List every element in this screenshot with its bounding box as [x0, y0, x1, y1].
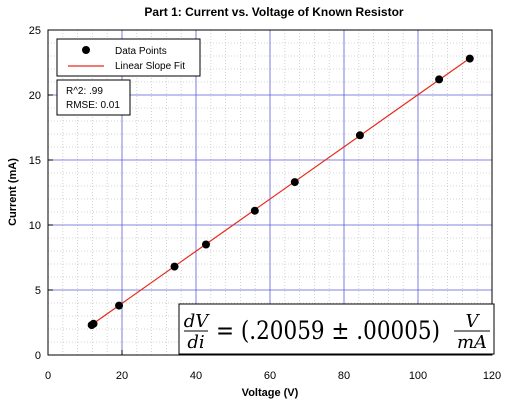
- data-point: [466, 55, 474, 63]
- data-point: [202, 241, 210, 249]
- fit-line-layer: [92, 58, 470, 325]
- data-point: [435, 75, 443, 83]
- data-point: [356, 131, 364, 139]
- legend-marker-data-points: [82, 46, 90, 54]
- y-tick-label: 15: [29, 155, 41, 167]
- formula-slope-value: = (.20059 ± .00005): [216, 316, 440, 345]
- y-axis-label: Current (mA): [7, 158, 19, 226]
- x-tick-label: 20: [116, 370, 128, 382]
- formula-lhs-denominator: di: [187, 332, 204, 353]
- r-squared-text: R^2: .99: [66, 86, 103, 97]
- slope-formula: dV di = (.20059 ± .00005) V mA: [179, 304, 494, 354]
- x-tick-label: 80: [338, 370, 350, 382]
- legend-label-fit-line: Linear Slope Fit: [115, 61, 185, 72]
- x-tick-label: 100: [409, 370, 427, 382]
- formula-lhs-numerator: dV: [184, 311, 211, 332]
- data-point: [251, 207, 259, 215]
- data-point: [115, 302, 123, 310]
- y-tick-label: 20: [29, 90, 41, 102]
- data-point: [291, 178, 299, 186]
- legend-label-data-points: Data Points: [115, 46, 167, 57]
- fit-line: [92, 58, 470, 325]
- legend: Data Points Linear Slope Fit: [57, 39, 200, 76]
- formula-rhs-numerator: V: [466, 311, 481, 332]
- data-point: [90, 320, 98, 328]
- data-point: [171, 263, 179, 271]
- y-tick-label: 10: [29, 220, 41, 232]
- chart-title: Part 1: Current vs. Voltage of Known Res…: [144, 5, 403, 19]
- y-axis: 0 5 10 15 20 25: [29, 25, 53, 362]
- y-tick-label: 0: [35, 350, 41, 362]
- y-tick-label: 5: [35, 285, 41, 297]
- x-axis-label: Voltage (V): [242, 387, 299, 399]
- x-tick-label: 40: [190, 370, 202, 382]
- stats-box: R^2: .99 RMSE: 0.01: [57, 80, 130, 115]
- x-tick-label: 60: [264, 370, 276, 382]
- x-tick-label: 120: [483, 370, 501, 382]
- rmse-text: RMSE: 0.01: [66, 100, 120, 111]
- y-tick-label: 25: [29, 25, 41, 37]
- formula-rhs-denominator: mA: [457, 332, 487, 353]
- x-tick-label: 0: [45, 370, 51, 382]
